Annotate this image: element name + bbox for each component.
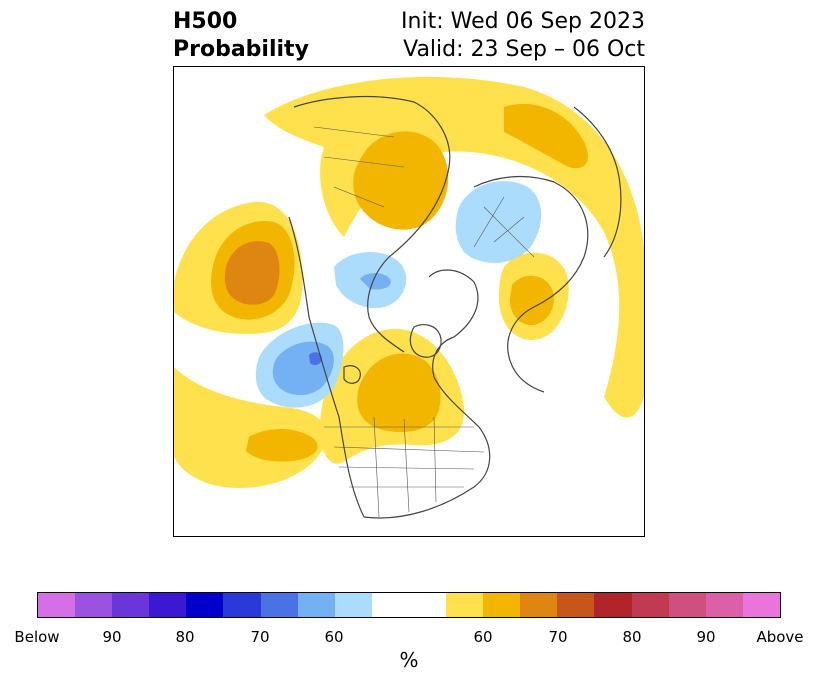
colorbar-swatch [668,593,706,617]
colorbar-swatch [223,593,261,617]
anomaly-below-alaska-dark [309,352,322,366]
anomaly-above-siberia-mid [504,103,589,169]
colorbar-swatch [334,593,372,617]
anomaly-above-eurasia-mid [353,131,449,230]
colorbar-swatch [557,593,595,617]
land-outlines [288,95,622,519]
colorbar-unit-label: % [399,648,419,672]
colorbar-swatch [75,593,113,617]
colorbar-swatch [112,593,150,617]
colorbar-tick-label: 80 [622,628,642,646]
colorbar-tick-label: 90 [696,628,716,646]
colorbar-tick-label: 60 [324,628,344,646]
colorbar-tick-label: 90 [102,628,122,646]
anomaly-above-pacific-dark [224,241,280,305]
map-panel[interactable] [173,66,645,537]
anomaly-above-europe-mid [509,275,554,326]
anomaly-above-canada-mid [357,353,441,433]
polar-map [174,76,644,519]
title-right: Init: Wed 06 Sep 2023 Valid: 23 Sep – 06… [401,8,645,64]
colorbar-swatch [483,593,521,617]
valid-range: Valid: 23 Sep – 06 Oct [403,37,645,62]
anomaly-below-arctic-mid [360,273,391,290]
colorbar-swatch [297,593,335,617]
colorbar-tick-label: 60 [473,628,493,646]
colorbar-swatch [631,593,669,617]
title-variable: H500 [173,9,238,34]
colorbar-swatch [594,593,632,617]
border-lines [313,126,535,518]
colorbar-swatch [742,593,780,617]
colorbar-tick-label: 80 [175,628,195,646]
anomaly-above-eastpacific-mid [246,428,318,462]
colorbar-swatch [446,593,484,617]
colorbar-swatch [38,593,76,617]
title-left: H500 Probability [173,8,309,64]
colorbar-tick-label: 70 [250,628,270,646]
colorbar-tick-label: 70 [548,628,568,646]
title-quantity: Probability [173,37,309,62]
colorbar-swatch [705,593,743,617]
colorbar [37,592,781,618]
init-date: Init: Wed 06 Sep 2023 [401,9,645,34]
colorbar-swatch [260,593,298,617]
colorbar-swatch [186,593,224,617]
colorbar-swatch [149,593,187,617]
colorbar-tick-label: Below [14,628,60,646]
anomaly-below-siberia-light [455,181,542,263]
colorbar-swatch [371,593,447,617]
colorbar-tick-label: Above [756,628,804,646]
colorbar-swatch [520,593,558,617]
